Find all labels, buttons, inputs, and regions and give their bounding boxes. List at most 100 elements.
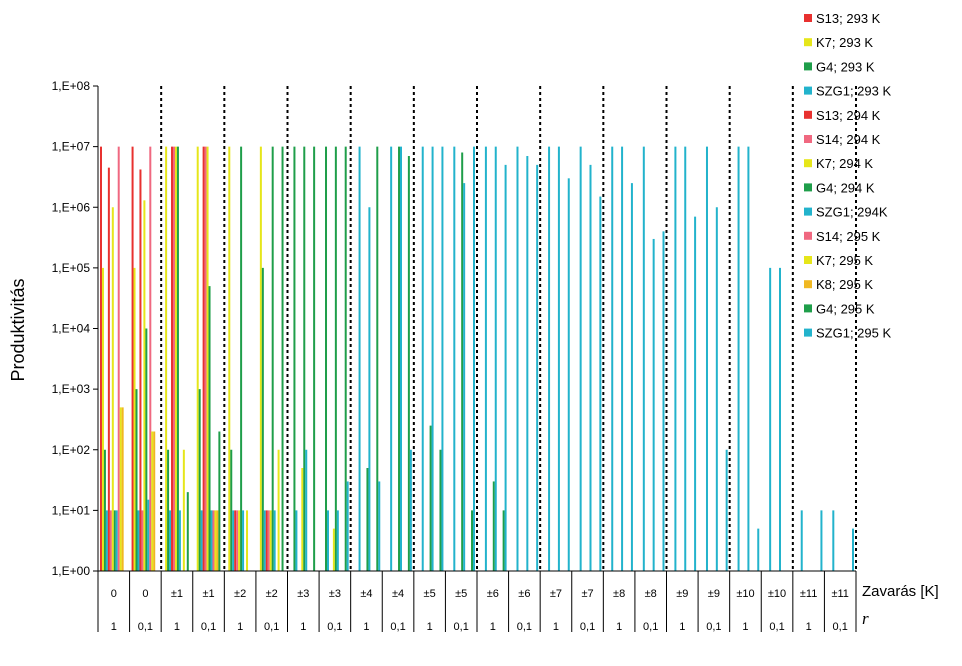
- bar-13-14: [567, 178, 570, 571]
- bar-3-4: [232, 510, 235, 572]
- bar-12-5: [281, 146, 284, 572]
- y-tick-label: 1,E+04: [52, 322, 91, 336]
- bar-8-0: [115, 510, 118, 572]
- bar-7-6: [303, 146, 306, 572]
- y-tick-label: 1,E+00: [52, 564, 91, 578]
- bar-7-2: [176, 146, 179, 572]
- bar-13-8: [378, 481, 381, 571]
- bar-12-3: [218, 431, 221, 571]
- bar-7-12: [492, 481, 495, 571]
- r-tick-label: 0,1: [706, 621, 721, 633]
- r-tick-label: 1: [490, 621, 496, 633]
- bar-7-7: [334, 146, 337, 572]
- legend-swatch-5: [804, 135, 812, 143]
- legend-entry-13: SZG1; 295 K: [816, 326, 891, 341]
- bar-3-22: [800, 510, 803, 572]
- bar-10-4: [246, 510, 249, 572]
- bar-5-4: [236, 510, 239, 572]
- zavaras-tick-label: ±4: [392, 588, 404, 600]
- zavaras-tick-label: 0: [142, 588, 148, 600]
- r-tick-label: 1: [300, 621, 306, 633]
- bar-3-19: [705, 146, 708, 572]
- zavaras-tick-label: ±1: [202, 588, 214, 600]
- bar-3-6: [295, 510, 298, 572]
- bar-3-15: [579, 146, 582, 572]
- legend-entry-8: SZG1; 294K: [816, 205, 888, 220]
- r-tick-label: 0,1: [327, 621, 342, 633]
- bar-10-2: [182, 449, 185, 571]
- r-tick-label: 1: [742, 621, 748, 633]
- legend-entry-3: SZG1; 293 K: [816, 84, 891, 99]
- bar-4-3: [202, 146, 205, 572]
- legend-entry-0: S13; 293 K: [816, 11, 881, 26]
- bar-7-8: [366, 468, 369, 571]
- zavaras-tick-label: ±6: [487, 588, 499, 600]
- legend-swatch-12: [804, 304, 812, 313]
- zavaras-tick-label: ±10: [736, 588, 754, 600]
- bar-3-5: [263, 510, 266, 572]
- bar-5-2: [173, 146, 175, 572]
- legend-entry-6: K7; 294 K: [816, 156, 873, 171]
- legend-swatch-8: [804, 207, 812, 216]
- bar-3-23: [832, 510, 835, 572]
- bar-7-3: [208, 286, 211, 571]
- legend-entry-7: G4; 294 K: [816, 180, 875, 195]
- bar-1-0: [101, 267, 104, 572]
- y-tick-label: 1,E+01: [52, 503, 91, 517]
- zavaras-tick-label: ±2: [234, 588, 246, 600]
- bar-7-11: [461, 152, 464, 571]
- bar-12-8: [376, 146, 379, 572]
- legend-swatch-11: [804, 280, 812, 289]
- bar-8-9: [400, 146, 402, 572]
- bar-4-2: [171, 146, 174, 572]
- zavaras-tick-label: ±8: [645, 588, 657, 600]
- bar-2-5: [261, 267, 264, 572]
- bar-13-16: [630, 183, 633, 571]
- bar-6-2: [174, 146, 177, 572]
- bar-6-0: [111, 207, 114, 571]
- plot-area: 1,E+00 1,E+01 1,E+02 1,E+03 1,E+04 1,E+05 1,E+…: [52, 79, 857, 633]
- zavaras-tick-label: 0: [111, 588, 117, 600]
- x-axis-title: Zavarás [K]: [862, 583, 939, 600]
- bar-11-3: [216, 510, 219, 572]
- r-tick-label: 1: [616, 621, 622, 633]
- r-tick-label: 0,1: [517, 621, 532, 633]
- bar-11-1: [153, 431, 156, 571]
- bar-6-1: [143, 200, 146, 571]
- r-tick-label: 0,1: [138, 621, 153, 633]
- legend-swatch-0: [804, 14, 812, 22]
- r-tick-label: 1: [679, 621, 685, 633]
- bar-0-0: [99, 146, 102, 572]
- bar-5-1: [141, 510, 144, 572]
- bar-13-12: [504, 164, 507, 571]
- bar-8-12: [494, 146, 497, 572]
- bar-6-5: [269, 510, 272, 572]
- bar-3-17: [642, 146, 645, 572]
- r-tick-label: 0,1: [580, 621, 595, 633]
- bar-10-1: [151, 431, 154, 571]
- bar-13-18: [694, 216, 697, 571]
- bar-12-11: [471, 510, 474, 572]
- bar-7-5: [271, 146, 274, 572]
- r-tick-label: 1: [427, 621, 433, 633]
- legend-swatch-1: [804, 38, 812, 47]
- bar-8-2: [178, 510, 181, 572]
- y-axis-title: Produktivitás: [8, 278, 28, 381]
- bar-6-7: [332, 528, 335, 571]
- bar-4-1: [139, 169, 142, 571]
- bar-8-16: [621, 146, 624, 572]
- bar-1-1: [133, 267, 136, 572]
- r-tick-label: 0,1: [833, 621, 848, 633]
- bar-8-6: [305, 449, 308, 571]
- y-tick-label: 1,E+03: [52, 382, 91, 396]
- legend-entry-5: S14; 294 K: [816, 132, 881, 147]
- bar-2-6: [293, 146, 296, 572]
- legend-swatch-9: [804, 231, 812, 240]
- bar-7-0: [113, 510, 116, 572]
- bar-10-0: [119, 407, 122, 571]
- bar-10-3: [214, 510, 217, 572]
- bar-2-0: [103, 449, 106, 571]
- legend: S13; 293 K K7; 293 K G4; 293 K SZG1; 293 K S…: [804, 11, 891, 341]
- bar-3-0: [105, 510, 108, 572]
